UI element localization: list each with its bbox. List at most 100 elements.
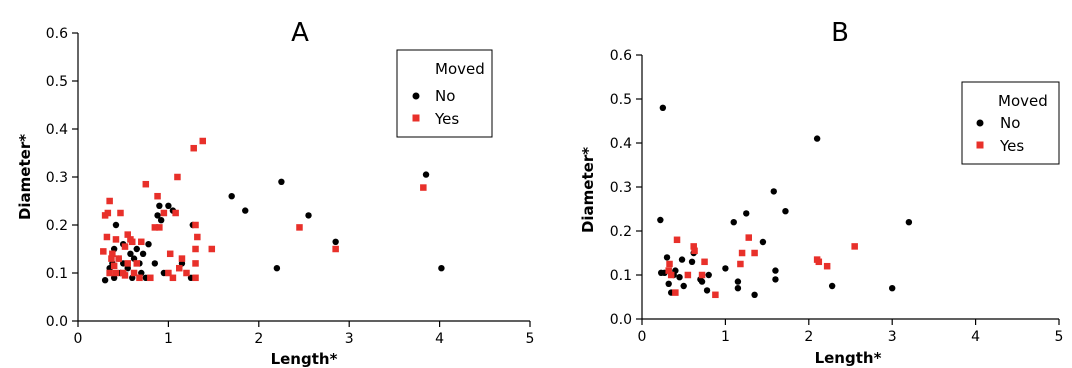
chart-a-point-yes [420,184,427,191]
chart-a-point-no [112,221,120,229]
chart-b-point-no [889,285,896,292]
chart-a-point-yes [115,255,122,262]
chart-b-point-yes [745,234,753,241]
chart-a-point-no [278,178,285,185]
chart-a-point-yes [194,233,201,241]
chart-b-y-tick-label: 0.2 [610,224,632,240]
chart-a-point-yes [130,269,138,277]
chart-a-point-yes [109,250,116,258]
chart-a-x-tick-label: 0 [74,331,83,347]
chart-a-legend: Moved No Yes [396,49,493,138]
chart-b-point-no [659,104,667,112]
chart-a-point-yes [112,236,120,243]
chart-b-point-yes [684,271,692,279]
chart-a-point-yes [124,260,131,267]
chart-a-point-yes [172,209,179,217]
chart-a-point-yes [108,255,115,262]
chart-b-point-no [751,291,758,298]
chart-a-x-axis-title: Length* [271,350,338,368]
chart-a-point-no [438,265,445,272]
chart-a-x-tick-label: 5 [526,331,535,347]
chart-a-legend-box [396,49,493,138]
chart-b-point-no [722,265,729,272]
chart-b-x-tick-label: 3 [888,329,897,345]
chart-b-point-no [730,219,737,226]
chart-a-point-yes [106,269,113,277]
chart-b-point-yes [665,267,672,274]
chart-a-point-yes [175,264,183,272]
chart-a-point-yes [296,224,303,231]
chart-a-point-no [145,241,152,248]
chart-b-point-no [676,274,683,281]
chart-a-point-no [422,171,430,178]
chart-a-point-no [228,193,235,200]
chart-a-point-yes [156,224,163,231]
chart-a-point-yes [136,274,143,282]
chart-a-point-yes [160,209,168,217]
chart-a-point-yes [174,173,181,181]
chart-a-point-yes [103,233,111,241]
chart-b-x-tick-label: 5 [1055,329,1064,345]
chart-b-point-no [905,219,913,226]
chart-b-point-no [703,287,711,294]
chart-a-point-yes [100,248,107,255]
chart-b-point-yes [698,271,706,279]
chart-a-y-tick-label: 0.0 [46,314,68,330]
chart-b-point-no [743,210,750,217]
chart-b-point-yes [673,236,681,244]
chart-b-x-tick-label: 1 [721,329,730,345]
chart-a-y-tick-label: 0.2 [46,218,68,234]
chart-a-point-yes [128,238,136,246]
chart-a-point-yes [192,221,199,229]
chart-a-legend-marker-no [412,92,420,100]
chart-a-marks [100,137,445,284]
chart-a-x-tick-label: 2 [254,331,263,347]
chart-a-y-tick-label: 0.5 [46,74,68,90]
chart-a-point-yes [110,262,118,270]
chart-b-point-yes [667,271,675,279]
chart-a-point-no [151,260,159,267]
chart-b-point-no [734,278,742,285]
chart-a-point-no [242,207,249,214]
chart-a-point-yes [154,192,161,200]
chart-b-point-no [734,285,742,292]
chart-a-x-tick-label: 1 [164,331,173,347]
chart-b-legend-label-yes: Yes [999,137,1024,155]
chart-b-legend: Moved No Yes [961,81,1060,165]
chart-a-point-no [156,202,163,209]
chart-a-point-no [273,265,281,272]
chart-b-x-tick-label: 0 [638,329,647,345]
chart-b-y-axis-title: Diameter* [579,147,597,233]
chart-b-y-tick-label: 0.5 [610,92,632,108]
chart-b-point-no [772,267,779,274]
chart-a-point-yes [121,243,129,250]
chart-b-point-yes [672,289,679,296]
chart-a-point-yes [117,209,124,217]
chart-a-y-axis-title: Diameter* [16,134,34,220]
chart-b-marks [657,104,913,299]
chart-b-point-no [698,278,706,285]
chart-b-title: B [831,18,849,48]
chart-a-point-yes [106,197,113,205]
chart-a-legend-label-yes: Yes [434,110,459,128]
chart-b-point-yes [751,249,758,257]
chart-b-point-no [782,208,789,215]
chart-a-point-yes [178,255,186,262]
chart-a-point-yes [138,238,145,246]
chart-b-point-yes [815,258,823,266]
chart-b-legend-label-no: No [1000,114,1020,132]
chart-a-legend-title: Moved [435,60,485,78]
scatter-chart-a: A 0 1 2 3 4 5 0.0 0.1 0.2 0.3 0.4 0.5 0.6 Length* Di… [16,18,535,368]
chart-a-point-yes [169,274,177,282]
chart-a-point-yes [183,269,190,277]
chart-b-point-no [705,271,712,279]
chart-a-point-yes [192,245,199,253]
chart-b-point-no [665,280,672,287]
chart-a-point-yes [121,272,129,279]
chart-a-point-no [127,250,134,257]
chart-a-point-no [157,217,165,224]
chart-a-y-tick-label: 0.3 [46,170,68,186]
chart-a-point-yes [192,260,199,267]
chart-a-ticks: 0 1 2 3 4 5 0.0 0.1 0.2 0.3 0.4 0.5 0.6 [46,26,535,347]
chart-b-x-tick-label: 4 [971,329,980,345]
